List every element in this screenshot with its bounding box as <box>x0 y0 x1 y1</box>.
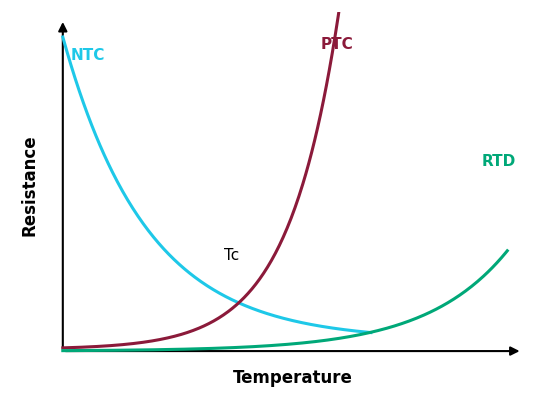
Text: Tc: Tc <box>225 247 240 263</box>
Text: Temperature: Temperature <box>233 369 352 387</box>
Text: NTC: NTC <box>70 48 105 63</box>
Text: Resistance: Resistance <box>21 134 39 236</box>
Text: PTC: PTC <box>321 37 353 52</box>
Text: RTD: RTD <box>482 154 516 170</box>
